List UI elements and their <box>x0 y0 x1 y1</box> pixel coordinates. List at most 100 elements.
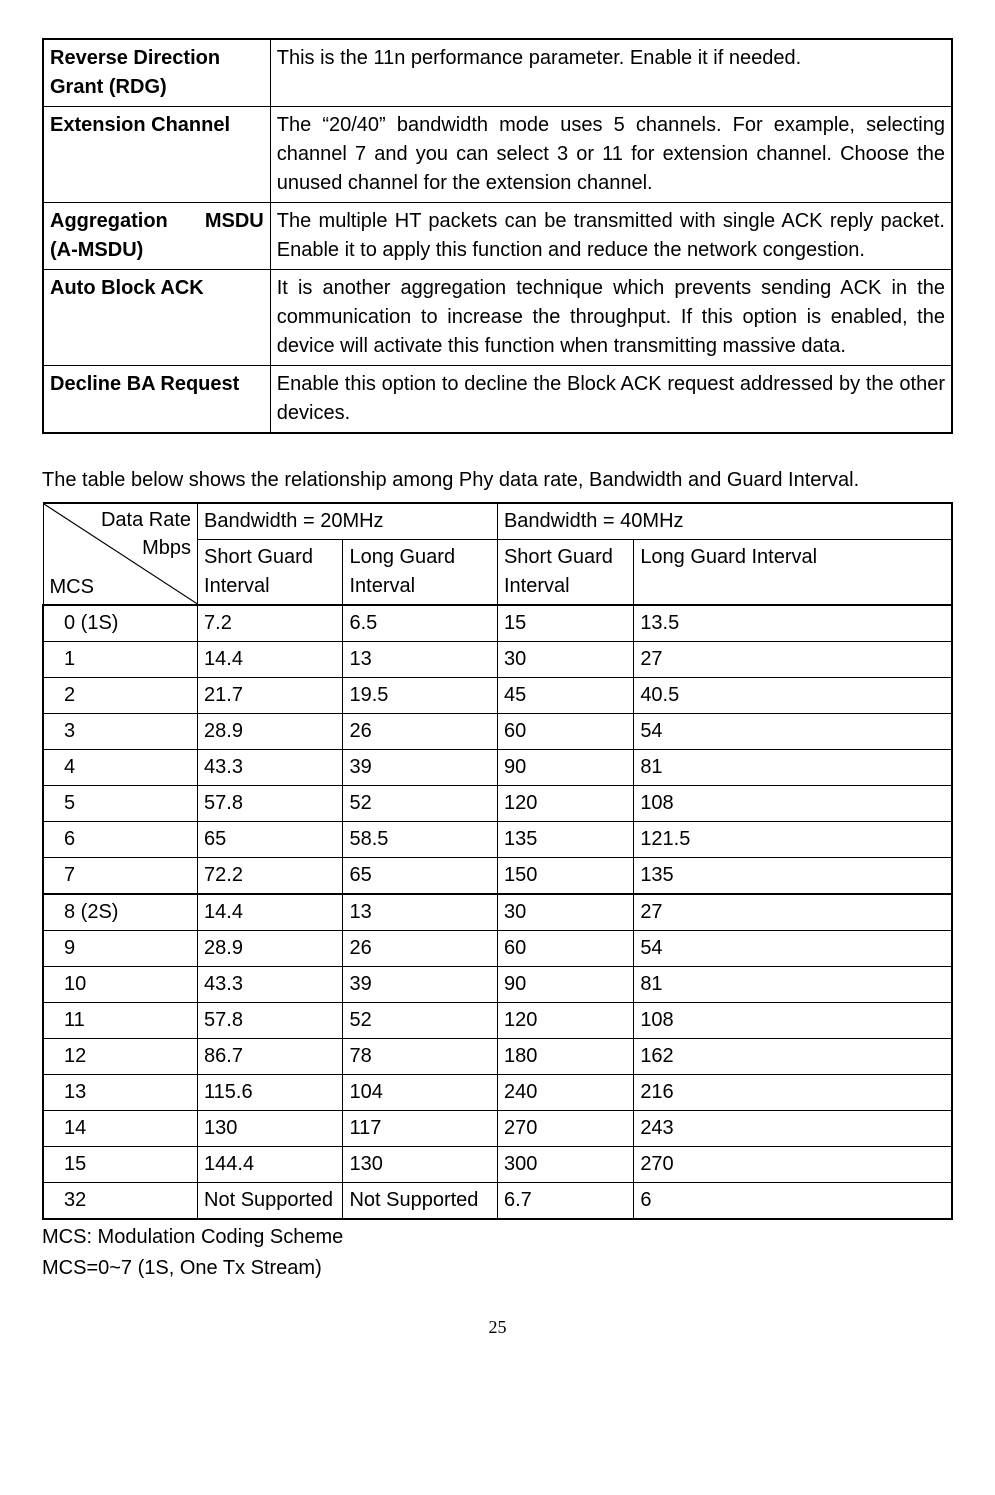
rate-cell: 240 <box>497 1075 633 1111</box>
diag-header: Data Rate Mbps MCS <box>43 503 198 605</box>
rate-cell: 130 <box>343 1147 498 1183</box>
rate-cell: 7.2 <box>198 605 343 642</box>
note-line: MCS: Modulation Coding Scheme <box>42 1222 953 1253</box>
rate-cell: 26 <box>343 931 498 967</box>
rate-cell: 6 <box>634 1183 952 1220</box>
rate-cell: 135 <box>497 822 633 858</box>
rate-cell: 78 <box>343 1039 498 1075</box>
mcs-cell: 14 <box>43 1111 198 1147</box>
def-desc: The “20/40” bandwidth mode uses 5 channe… <box>270 107 952 203</box>
rate-cell: 270 <box>634 1147 952 1183</box>
rate-cell: 27 <box>634 894 952 931</box>
rate-cell: 72.2 <box>198 858 343 895</box>
lgi-header: Long Guard Interval <box>634 540 952 606</box>
rate-cell: 130 <box>198 1111 343 1147</box>
rate-cell: 108 <box>634 1003 952 1039</box>
rate-cell: 30 <box>497 642 633 678</box>
rate-cell: 39 <box>343 967 498 1003</box>
rate-cell: Not Supported <box>343 1183 498 1220</box>
rate-cell: 90 <box>497 967 633 1003</box>
bw20-header: Bandwidth = 20MHz <box>198 503 498 540</box>
def-term: Decline BA Request <box>43 366 270 434</box>
def-desc: It is another aggregation technique whic… <box>270 270 952 366</box>
rate-cell: 43.3 <box>198 750 343 786</box>
note-line: MCS=0~7 (1S, One Tx Stream) <box>42 1253 953 1284</box>
rate-cell: 15 <box>497 605 633 642</box>
mcs-cell: 3 <box>43 714 198 750</box>
rate-cell: 52 <box>343 1003 498 1039</box>
mcs-cell: 1 <box>43 642 198 678</box>
rate-cell: 104 <box>343 1075 498 1111</box>
rate-cell: 81 <box>634 967 952 1003</box>
mcs-cell: 10 <box>43 967 198 1003</box>
mcs-cell: 7 <box>43 858 198 895</box>
mcs-cell: 4 <box>43 750 198 786</box>
rate-cell: 6.7 <box>497 1183 633 1220</box>
rate-cell: 120 <box>497 1003 633 1039</box>
rate-cell: 108 <box>634 786 952 822</box>
rate-cell: 150 <box>497 858 633 895</box>
sgi-header: Short Guard Interval <box>497 540 633 606</box>
def-term-part: Aggregation <box>50 207 168 236</box>
mcs-cell: 12 <box>43 1039 198 1075</box>
rate-cell: 54 <box>634 714 952 750</box>
mcs-cell: 0 (1S) <box>43 605 198 642</box>
mcs-cell: 2 <box>43 678 198 714</box>
rate-cell: 115.6 <box>198 1075 343 1111</box>
lgi-header: Long Guard Interval <box>343 540 498 606</box>
def-term: Aggregation MSDU (A-MSDU) <box>43 203 270 270</box>
rate-cell: 40.5 <box>634 678 952 714</box>
rate-cell: 57.8 <box>198 786 343 822</box>
rate-cell: 86.7 <box>198 1039 343 1075</box>
mcs-cell: 32 <box>43 1183 198 1220</box>
intro-text: The table below shows the relationship a… <box>42 462 953 498</box>
rate-cell: 65 <box>198 822 343 858</box>
rate-cell: 144.4 <box>198 1147 343 1183</box>
rate-cell: 65 <box>343 858 498 895</box>
rate-cell: 135 <box>634 858 952 895</box>
rate-cell: 54 <box>634 931 952 967</box>
rate-cell: 28.9 <box>198 714 343 750</box>
def-desc: Enable this option to decline the Block … <box>270 366 952 434</box>
mcs-cell: 15 <box>43 1147 198 1183</box>
rate-cell: Not Supported <box>198 1183 343 1220</box>
rate-cell: 6.5 <box>343 605 498 642</box>
def-desc: The multiple HT packets can be transmitt… <box>270 203 952 270</box>
def-desc: This is the 11n performance parameter. E… <box>270 39 952 107</box>
rate-cell: 243 <box>634 1111 952 1147</box>
rate-cell: 30 <box>497 894 633 931</box>
rate-cell: 28.9 <box>198 931 343 967</box>
rate-cell: 58.5 <box>343 822 498 858</box>
rate-cell: 27 <box>634 642 952 678</box>
rate-cell: 14.4 <box>198 894 343 931</box>
rate-cell: 21.7 <box>198 678 343 714</box>
rate-cell: 117 <box>343 1111 498 1147</box>
sgi-header: Short Guard Interval <box>198 540 343 606</box>
diag-label: MCS <box>50 573 94 602</box>
mcs-cell: 13 <box>43 1075 198 1111</box>
rate-cell: 81 <box>634 750 952 786</box>
diag-label: Mbps <box>142 534 191 563</box>
rate-cell: 270 <box>497 1111 633 1147</box>
rate-cell: 13 <box>343 642 498 678</box>
def-term: Extension Channel <box>43 107 270 203</box>
rate-cell: 60 <box>497 931 633 967</box>
rate-cell: 14.4 <box>198 642 343 678</box>
rate-cell: 180 <box>497 1039 633 1075</box>
def-term: Auto Block ACK <box>43 270 270 366</box>
mcs-cell: 8 (2S) <box>43 894 198 931</box>
mcs-cell: 9 <box>43 931 198 967</box>
rate-cell: 90 <box>497 750 633 786</box>
diag-label: Data Rate <box>101 506 191 535</box>
mcs-cell: 6 <box>43 822 198 858</box>
rate-cell: 60 <box>497 714 633 750</box>
rate-cell: 13.5 <box>634 605 952 642</box>
bw40-header: Bandwidth = 40MHz <box>497 503 952 540</box>
rate-cell: 216 <box>634 1075 952 1111</box>
rate-cell: 120 <box>497 786 633 822</box>
rate-cell: 26 <box>343 714 498 750</box>
rate-cell: 52 <box>343 786 498 822</box>
notes: MCS: Modulation Coding Scheme MCS=0~7 (1… <box>42 1222 953 1284</box>
page-number: 25 <box>42 1314 953 1340</box>
mcs-cell: 5 <box>43 786 198 822</box>
